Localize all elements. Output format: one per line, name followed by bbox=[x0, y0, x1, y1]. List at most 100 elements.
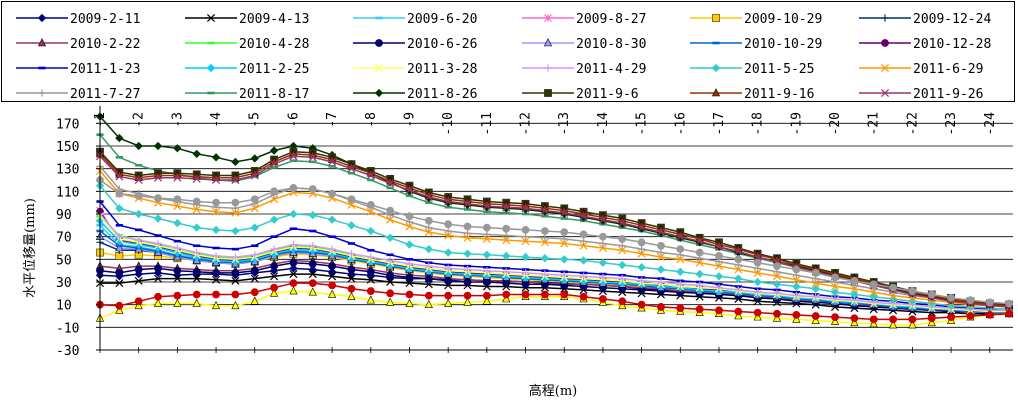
data-point bbox=[598, 258, 608, 267]
data-point bbox=[463, 265, 472, 274]
data-point bbox=[773, 289, 781, 297]
series-line bbox=[100, 273, 1010, 315]
data-point bbox=[424, 216, 433, 225]
data-point bbox=[405, 273, 414, 282]
legend-item: 2009-8-27 bbox=[522, 12, 646, 27]
data-point bbox=[482, 202, 491, 211]
data-point bbox=[347, 269, 356, 279]
axes: -30 -10 10 30 50 70 90 110 130 150 170 -1 -2 -3 -4 -5 -6… bbox=[56, 106, 1013, 359]
data-point bbox=[366, 226, 375, 236]
data-point bbox=[579, 292, 588, 301]
data-point bbox=[250, 296, 259, 305]
data-point bbox=[193, 248, 201, 257]
data-point bbox=[115, 301, 124, 310]
data-point bbox=[908, 320, 917, 329]
legend-label: 2011-8-26 bbox=[407, 87, 477, 102]
data-point bbox=[347, 265, 356, 274]
data-point bbox=[908, 315, 917, 324]
series bbox=[96, 279, 1014, 324]
data-point bbox=[734, 247, 743, 256]
legend-label: 2011-8-17 bbox=[239, 87, 309, 102]
series-line bbox=[99, 290, 1010, 326]
data-point bbox=[850, 290, 859, 299]
data-point bbox=[308, 287, 317, 296]
data-point bbox=[192, 267, 201, 276]
data-point bbox=[347, 242, 356, 245]
data-point bbox=[385, 233, 395, 242]
data-point bbox=[327, 215, 337, 224]
legend-item: 2010-8-30 bbox=[522, 37, 646, 52]
x-tick-label: -1 bbox=[93, 112, 108, 128]
data-point bbox=[560, 290, 569, 299]
data-point bbox=[154, 234, 162, 237]
data-point bbox=[579, 237, 588, 245]
x-tick-label: -20 bbox=[828, 112, 843, 135]
data-point bbox=[405, 260, 414, 268]
data-point bbox=[270, 166, 278, 169]
data-point bbox=[463, 229, 472, 237]
data-point bbox=[250, 154, 259, 163]
x-tick-label: -18 bbox=[751, 112, 766, 135]
data-point bbox=[154, 239, 162, 248]
data-point bbox=[173, 195, 182, 204]
data-point bbox=[192, 205, 201, 214]
data-point bbox=[347, 284, 356, 293]
data-point bbox=[811, 284, 820, 293]
x-tick-label: -6 bbox=[286, 112, 301, 128]
data-point bbox=[269, 215, 279, 224]
data-point bbox=[444, 220, 453, 229]
data-point bbox=[638, 245, 646, 253]
data-point bbox=[347, 250, 356, 258]
x-tick-label: -7 bbox=[325, 112, 340, 128]
legend-label: 2011-3-28 bbox=[407, 62, 477, 77]
data-point bbox=[850, 276, 859, 285]
data-point bbox=[367, 253, 375, 261]
x-tick-label: -23 bbox=[944, 112, 959, 135]
data-point bbox=[328, 165, 336, 168]
data-point bbox=[772, 313, 782, 322]
data-point bbox=[444, 227, 452, 235]
data-point bbox=[927, 317, 936, 327]
data-point bbox=[405, 222, 414, 231]
legend-item: 2009-10-29 bbox=[690, 12, 822, 27]
data-point bbox=[231, 198, 240, 207]
data-point bbox=[502, 290, 511, 299]
data-point bbox=[405, 264, 414, 273]
data-point bbox=[463, 208, 472, 211]
x-axis-title: 高程(m) bbox=[529, 383, 577, 399]
data-point bbox=[714, 262, 724, 271]
data-point bbox=[714, 272, 724, 281]
y-tick-label: -30 bbox=[56, 344, 79, 359]
data-point bbox=[308, 265, 317, 274]
legend-label: 2011-9-6 bbox=[576, 87, 639, 102]
data-point bbox=[231, 276, 240, 285]
data-point bbox=[831, 295, 839, 303]
y-tick-label: 30 bbox=[56, 276, 72, 291]
x-tick-label: -3 bbox=[170, 112, 185, 128]
data-point bbox=[985, 298, 994, 307]
data-point bbox=[366, 295, 375, 304]
data-point bbox=[173, 266, 182, 275]
data-point bbox=[792, 282, 801, 291]
data-point bbox=[134, 175, 143, 185]
data-point bbox=[192, 174, 201, 183]
data-point bbox=[579, 276, 588, 286]
legend-label: 2011-9-26 bbox=[913, 87, 983, 102]
data-point bbox=[424, 192, 433, 202]
data-point bbox=[289, 159, 298, 163]
legend-item: 2010-12-28 bbox=[859, 37, 991, 52]
data-point bbox=[521, 290, 530, 299]
legend-item: 2011-2-25 bbox=[185, 62, 309, 77]
data-point bbox=[754, 288, 762, 296]
data-point bbox=[115, 224, 123, 227]
y-tick-label: 170 bbox=[56, 117, 79, 132]
legend-marker bbox=[880, 63, 890, 73]
data-point bbox=[231, 253, 240, 261]
legend-marker bbox=[881, 39, 889, 47]
legend-item: 2010-2-22 bbox=[16, 37, 140, 52]
data-point bbox=[618, 246, 627, 255]
data-point bbox=[502, 231, 510, 240]
legend-label: 2011-7-27 bbox=[70, 87, 140, 102]
data-point bbox=[560, 271, 568, 279]
